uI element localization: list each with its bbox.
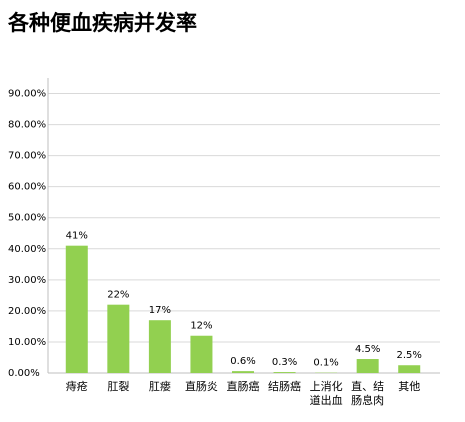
bar	[190, 335, 213, 373]
x-tick-label: 直肠炎	[185, 379, 218, 393]
y-tick-label: 30.00%	[8, 275, 46, 286]
y-tick-label: 80.00%	[8, 120, 46, 131]
bar	[65, 245, 88, 373]
y-tick-label: 10.00%	[8, 337, 46, 348]
value-label: 0.1%	[313, 358, 338, 369]
bar	[273, 372, 296, 373]
y-tick-label: 90.00%	[8, 89, 46, 100]
x-tick-label: 痔疮	[66, 379, 88, 393]
y-tick-label: 40.00%	[8, 244, 46, 255]
y-tick-label: 0.00%	[8, 368, 40, 379]
value-label: 2.5%	[397, 350, 422, 361]
value-label: 4.5%	[355, 344, 380, 355]
y-tick-label: 50.00%	[8, 213, 46, 224]
x-tick-label: 直肠癌	[227, 379, 260, 393]
x-tick-label: 肛瘘	[149, 379, 171, 393]
y-tick-label: 70.00%	[8, 151, 46, 162]
x-tick-label: 其他	[398, 380, 420, 393]
x-tick-label: 直、结肠息肉	[351, 379, 384, 407]
value-label: 0.6%	[230, 356, 255, 367]
x-tick-label: 结肠癌	[268, 379, 301, 393]
bar	[232, 371, 254, 373]
value-label: 41%	[66, 231, 88, 242]
value-label: 17%	[149, 305, 171, 316]
value-label: 12%	[190, 321, 212, 332]
value-label: 22%	[107, 290, 129, 301]
y-tick-label: 20.00%	[8, 306, 46, 317]
value-label: 0.3%	[272, 357, 297, 368]
y-tick-label: 60.00%	[8, 182, 46, 193]
chart-title: 各种便血疾病并发率	[7, 10, 197, 35]
x-tick-label: 上消化道出血	[310, 379, 343, 407]
bar	[148, 320, 171, 373]
bar	[107, 304, 130, 373]
x-tick-label: 肛裂	[107, 380, 129, 393]
bar	[398, 365, 421, 373]
bar	[356, 359, 379, 373]
